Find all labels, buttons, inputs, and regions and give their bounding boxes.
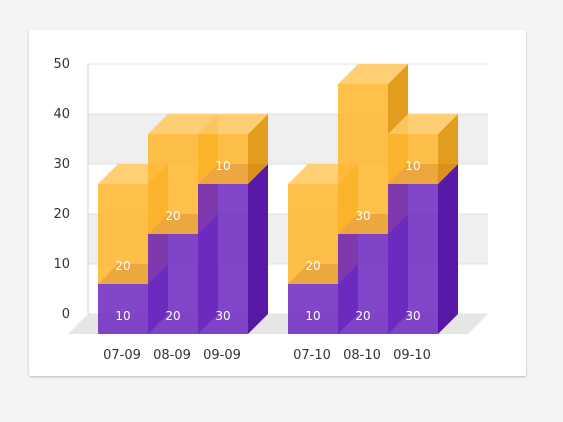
data-label: 10 <box>405 159 420 173</box>
x-tick-label: 09-09 <box>203 348 241 363</box>
y-tick-label: 10 <box>53 257 70 272</box>
bar-top-face <box>198 114 268 134</box>
y-tick-label: 50 <box>53 57 70 72</box>
bar-segment <box>148 134 198 234</box>
y-tick-label: 20 <box>53 207 70 222</box>
x-tick-label: 09-10 <box>393 348 431 363</box>
bar-side-face <box>438 164 458 334</box>
data-label: 10 <box>115 309 130 323</box>
data-label: 30 <box>215 309 230 323</box>
y-tick-label: 40 <box>53 107 70 122</box>
y-tick-label: 30 <box>53 157 70 172</box>
data-label: 30 <box>355 209 370 223</box>
x-tick-label: 08-09 <box>153 348 191 363</box>
data-label: 10 <box>305 309 320 323</box>
data-label: 20 <box>305 259 320 273</box>
data-label: 20 <box>355 309 370 323</box>
bar-top-face <box>148 114 218 134</box>
data-label: 20 <box>115 259 130 273</box>
bar-segment <box>338 84 388 234</box>
y-tick-label: 0 <box>62 307 70 322</box>
x-tick-label: 07-10 <box>293 348 331 363</box>
data-label: 30 <box>405 309 420 323</box>
bar-segment <box>288 184 338 284</box>
bar-segment <box>98 284 148 334</box>
bar-top-face <box>388 114 458 134</box>
data-label: 10 <box>215 159 230 173</box>
x-tick-label: 07-09 <box>103 348 141 363</box>
bar-side-face <box>248 114 268 184</box>
data-label: 20 <box>165 209 180 223</box>
bar-segment <box>388 184 438 334</box>
bar-segment <box>198 134 248 184</box>
bar-side-face <box>248 164 268 334</box>
bar-segment <box>98 184 148 284</box>
bar-top-face <box>338 64 408 84</box>
grid-band <box>88 64 488 114</box>
data-label: 20 <box>165 309 180 323</box>
bar-segment <box>148 234 198 334</box>
bar-segment <box>338 234 388 334</box>
bar-segment <box>198 184 248 334</box>
bar-segment <box>288 284 338 334</box>
bar-side-face <box>438 114 458 184</box>
bar-segment <box>388 134 438 184</box>
x-tick-label: 08-10 <box>343 348 381 363</box>
chart-card: 0 10 20 30 40 50 10 20 07-09 20 20 08-09 30 10 09-09 10… <box>29 30 526 376</box>
